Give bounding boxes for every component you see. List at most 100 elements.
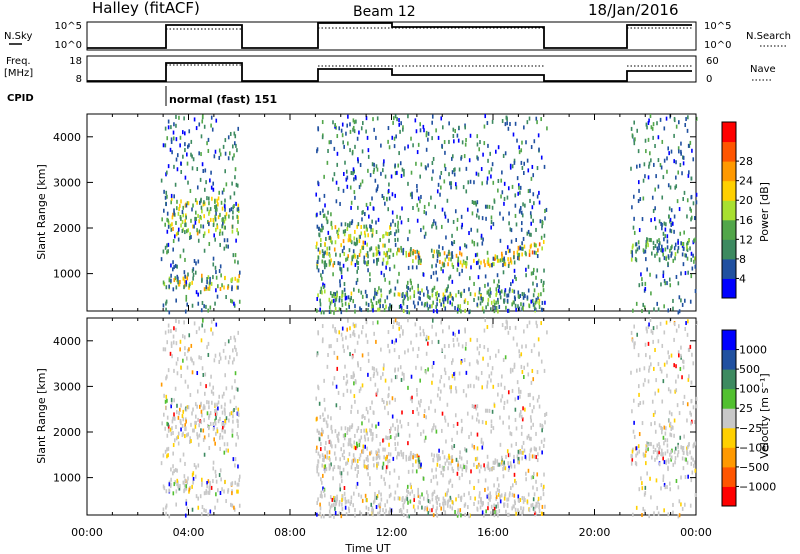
power-cell [334,225,337,230]
velocity-cell [666,443,669,448]
power-cell [675,175,677,180]
power-cell [209,207,212,212]
power-cell [333,146,336,151]
colorbar-segment [722,466,736,487]
power-cell [656,121,658,126]
velocity-cell [638,432,641,437]
power-cell [517,290,520,295]
power-cell [364,212,366,217]
power-cell [335,294,338,299]
power-cell [493,299,495,304]
velocity-cell [392,456,395,461]
power-cell [438,293,440,298]
power-cell [502,258,504,263]
velocity-cell [542,484,545,489]
power-cell [236,148,238,153]
velocity-cell [225,448,228,453]
velocity-cell [328,514,331,519]
power-cell [634,242,637,247]
velocity-cell [361,414,363,419]
velocity-cell [206,411,209,416]
velocity-cell [447,422,449,427]
power-cell [236,285,238,290]
velocity-cell [190,439,192,444]
power-cell [684,123,687,128]
power-cell [523,171,525,176]
velocity-cell [358,334,360,339]
power-cell [461,222,464,227]
velocity-cell [165,376,167,381]
velocity-cell [692,457,694,462]
power-cell [527,168,530,173]
velocity-cell [673,322,676,327]
velocity-cell [185,417,187,422]
power-cell [365,301,368,306]
velocity-cell [427,367,429,372]
power-cell [517,191,519,196]
velocity-cell [166,447,168,452]
power-cell [513,250,515,255]
power-cell [205,304,207,309]
velocity-cell [503,400,506,405]
colorbar-frame [721,329,737,507]
velocity-cell [511,506,513,511]
velocity-cell [491,323,494,328]
power-cell [390,174,393,179]
velocity-cell [693,460,696,465]
velocity-cell [219,468,222,473]
power-cell [196,228,198,233]
power-cell [377,257,380,262]
power-cell [165,285,168,290]
power-cell [645,257,647,262]
velocity-cell [405,457,408,462]
colorbar-segment [722,349,736,370]
power-cell [529,211,532,216]
power-cell [650,125,653,130]
power-cell [667,146,670,151]
power-cell [490,225,492,230]
power-cell [187,180,189,185]
power-cell [321,120,324,125]
velocity-cell [634,446,637,451]
nsky-tick-bottom: 10^0 [55,40,82,51]
power-cell [669,283,672,288]
power-cell [657,184,660,189]
power-cell [474,200,477,205]
power-cell [188,129,191,134]
power-cell [536,268,539,273]
velocity-cell [478,351,481,356]
velocity-cell [663,441,665,446]
power-cell [456,133,459,138]
power-cell [371,219,373,224]
velocity-cell [201,413,203,418]
power-cell [645,242,647,247]
velocity-cell [413,494,416,499]
velocity-cell [319,432,322,437]
velocity-cell [203,435,206,440]
power-cell [322,253,324,258]
velocity-cell [320,477,322,482]
power-cell [164,126,167,131]
power-cell [487,257,489,262]
velocity-cell [182,417,185,422]
velocity-cell [360,512,363,517]
velocity-cell [670,433,673,438]
velocity-cell [514,325,517,330]
velocity-cell [675,478,678,483]
velocity-cell [680,345,682,350]
velocity-cell [372,512,374,517]
power-cell [517,294,520,299]
velocity-cell [425,351,428,356]
power-cell [476,200,479,205]
velocity-cell [349,389,352,394]
power-cell [231,299,234,304]
velocity-cell [370,428,372,433]
velocity-cell [317,331,320,336]
velocity-cell [380,375,382,380]
velocity-cell [339,405,341,410]
velocity-cell [176,357,179,362]
power-cell [161,217,163,222]
velocity-cell [186,506,189,511]
power-cell [518,252,521,257]
colorbar-tick-label: 1000 [739,344,767,357]
